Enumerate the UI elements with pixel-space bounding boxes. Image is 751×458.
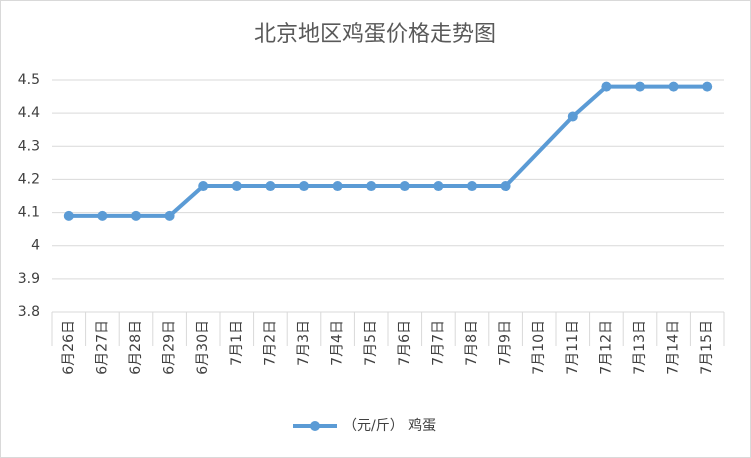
x-tick-label: 7月8日 (464, 320, 480, 366)
y-tick-label: 4.3 (18, 138, 40, 154)
marker (198, 181, 209, 192)
x-tick-label: 7月3日 (296, 320, 312, 366)
x-tick-label: 7月15日 (699, 320, 715, 375)
marker (668, 81, 679, 92)
x-tick-label: 7月2日 (262, 320, 278, 366)
x-tick-label: 7月7日 (430, 320, 446, 366)
x-tick-label: 7月6日 (397, 320, 413, 366)
marker (702, 81, 713, 92)
x-tick-label: 7月1日 (229, 320, 245, 366)
x-tick-label: 6月30日 (195, 320, 211, 375)
x-tick-label: 7月5日 (363, 320, 379, 366)
x-tick-label: 6月26日 (61, 320, 77, 375)
marker (97, 210, 108, 221)
marker (164, 210, 175, 221)
gap-connector (504, 115, 575, 188)
x-tick-label: 7月14日 (666, 320, 682, 375)
y-tick-label: 3.8 (18, 304, 40, 320)
chart-title: 北京地区鸡蛋价格走势图 (254, 22, 496, 47)
marker (467, 181, 477, 192)
legend-marker (310, 421, 320, 431)
marker (433, 181, 444, 192)
y-tick-label: 4.2 (18, 171, 40, 187)
x-tick-label: 7月10日 (531, 320, 547, 375)
x-tick-label: 6月27日 (94, 320, 110, 375)
x-tick-label: 7月11日 (565, 320, 581, 375)
marker (366, 181, 377, 192)
y-tick-label: 4 (31, 238, 40, 254)
marker (567, 111, 578, 122)
x-tick-label: 7月12日 (598, 320, 614, 375)
marker (399, 181, 410, 192)
x-tick-label: 6月28日 (128, 320, 144, 375)
marker (332, 181, 343, 192)
x-tick-label: 7月13日 (632, 320, 648, 375)
marker (265, 181, 276, 192)
x-tick-label: 7月4日 (330, 320, 346, 366)
marker (635, 81, 645, 92)
x-tick-label: 7月9日 (498, 320, 514, 366)
marker (299, 181, 309, 192)
x-tick-label: 6月29日 (162, 320, 178, 375)
marker (601, 81, 612, 92)
marker (500, 181, 511, 192)
marker (131, 210, 141, 221)
y-tick-label: 4.4 (18, 105, 40, 121)
y-tick-label: 4.5 (18, 72, 40, 88)
legend-label: （元/斤） 鸡蛋 (343, 417, 436, 434)
line (68, 184, 506, 218)
marker (63, 210, 74, 221)
y-tick-label: 4.1 (18, 205, 40, 221)
marker (231, 181, 242, 192)
y-tick-label: 3.9 (18, 271, 40, 287)
